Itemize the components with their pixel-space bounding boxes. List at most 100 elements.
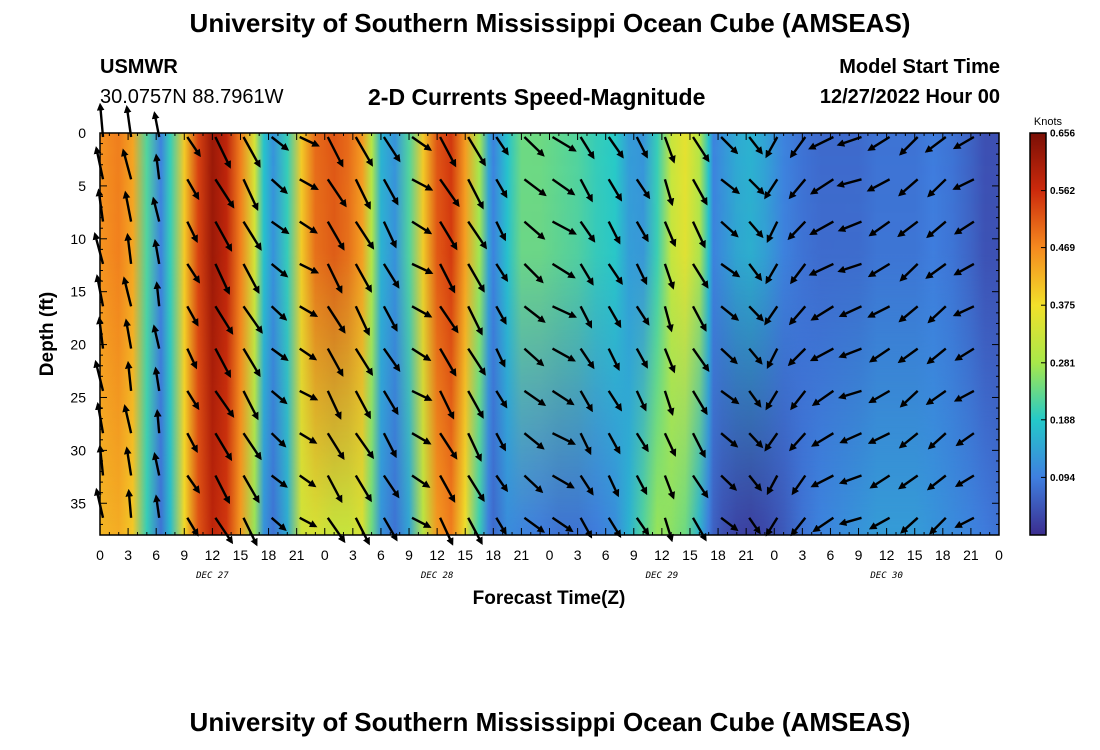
day-label: DEC 28 xyxy=(420,571,454,581)
current-arrow xyxy=(439,517,454,546)
current-arrow xyxy=(748,390,762,408)
x-tick-label: 3 xyxy=(124,547,132,563)
current-arrow xyxy=(838,516,862,526)
current-arrow xyxy=(242,390,259,421)
current-arrow xyxy=(153,153,161,180)
current-arrow xyxy=(837,262,862,274)
current-arrow xyxy=(299,305,319,317)
current-arrow xyxy=(790,517,807,537)
current-arrow xyxy=(579,263,594,286)
current-arrow xyxy=(551,220,577,235)
current-arrow xyxy=(635,263,648,286)
x-tick-label: 6 xyxy=(602,547,610,563)
current-arrow xyxy=(663,432,677,457)
current-arrow xyxy=(899,263,919,282)
current-arrow xyxy=(868,220,891,237)
current-arrow xyxy=(551,516,574,533)
colorbar-tick-label: 0.469 xyxy=(1050,243,1075,254)
x-tick-label: 15 xyxy=(682,547,698,563)
current-arrow xyxy=(123,446,133,476)
current-arrow xyxy=(748,305,764,322)
current-arrow xyxy=(495,178,508,199)
current-arrow xyxy=(868,389,891,404)
current-arrow xyxy=(927,178,947,198)
current-arrow xyxy=(607,263,623,286)
current-arrow xyxy=(836,178,862,188)
current-arrow xyxy=(270,516,287,532)
current-arrow xyxy=(186,517,199,537)
current-arrow xyxy=(691,178,708,206)
current-arrow xyxy=(607,221,621,245)
current-arrow xyxy=(270,389,288,405)
current-arrow xyxy=(691,390,708,416)
current-arrow xyxy=(523,263,544,284)
current-arrow xyxy=(838,347,862,359)
x-tick-label: 12 xyxy=(205,547,221,563)
current-arrow xyxy=(121,276,133,307)
current-arrow xyxy=(692,474,709,499)
current-arrow xyxy=(186,432,198,454)
current-arrow xyxy=(125,488,134,518)
current-arrow xyxy=(439,432,458,460)
current-arrow xyxy=(495,517,507,536)
current-arrow xyxy=(326,348,344,377)
current-arrow xyxy=(955,432,975,447)
current-arrow xyxy=(354,390,371,420)
current-arrow xyxy=(720,262,741,278)
day-label: DEC 29 xyxy=(645,571,679,581)
current-arrow xyxy=(551,135,577,152)
current-arrow xyxy=(153,494,161,518)
current-arrow xyxy=(214,305,234,335)
current-arrow xyxy=(663,517,674,543)
current-arrow xyxy=(467,305,483,336)
current-arrow xyxy=(495,474,509,493)
x-tick-label: 18 xyxy=(261,547,277,563)
colorbar-tick-label: 0.281 xyxy=(1050,358,1075,369)
current-arrow xyxy=(766,221,779,243)
current-arrow xyxy=(765,390,779,411)
current-arrow xyxy=(495,432,506,452)
current-arrow xyxy=(607,178,623,202)
x-tick-label: 15 xyxy=(907,547,923,563)
current-arrow xyxy=(898,178,919,197)
current-arrow xyxy=(551,474,575,489)
current-arrow xyxy=(326,136,344,168)
x-tick-label: 12 xyxy=(654,547,670,563)
current-arrow xyxy=(411,432,432,445)
current-arrow xyxy=(579,517,593,539)
current-arrow xyxy=(270,262,289,278)
current-arrow xyxy=(953,262,975,276)
current-arrow xyxy=(354,517,370,546)
current-arrow xyxy=(788,305,807,326)
current-arrow xyxy=(579,305,593,329)
y-tick-label: 5 xyxy=(78,178,86,194)
current-arrow xyxy=(523,220,546,240)
current-arrow xyxy=(748,263,763,282)
current-arrow xyxy=(867,262,891,278)
current-arrow xyxy=(787,220,807,241)
day-labels: DEC 27 DEC 28 DEC 29 DEC 30 xyxy=(195,571,903,581)
current-arrow xyxy=(607,474,620,498)
current-arrow xyxy=(151,196,161,222)
current-arrow xyxy=(354,263,372,293)
current-arrow xyxy=(439,220,458,251)
y-tick-label: 30 xyxy=(70,442,86,458)
current-arrow xyxy=(810,305,835,321)
current-arrow xyxy=(242,517,258,547)
current-arrow xyxy=(867,305,891,318)
footer-title: University of Southern Mississippi Ocean… xyxy=(189,707,911,737)
current-arrow xyxy=(242,136,261,168)
current-arrow xyxy=(748,347,763,365)
current-arrow xyxy=(868,347,891,363)
current-arrow xyxy=(299,220,318,234)
current-arrow xyxy=(607,517,622,538)
current-arrow xyxy=(242,432,262,461)
x-tick-label: 12 xyxy=(879,547,895,563)
current-arrow xyxy=(635,432,649,453)
colorbar-tick-label: 0.562 xyxy=(1050,186,1075,197)
current-arrow xyxy=(382,432,397,459)
current-arrow xyxy=(382,221,397,249)
current-arrow xyxy=(720,220,739,238)
current-arrow xyxy=(748,432,764,449)
current-arrow xyxy=(720,516,739,532)
